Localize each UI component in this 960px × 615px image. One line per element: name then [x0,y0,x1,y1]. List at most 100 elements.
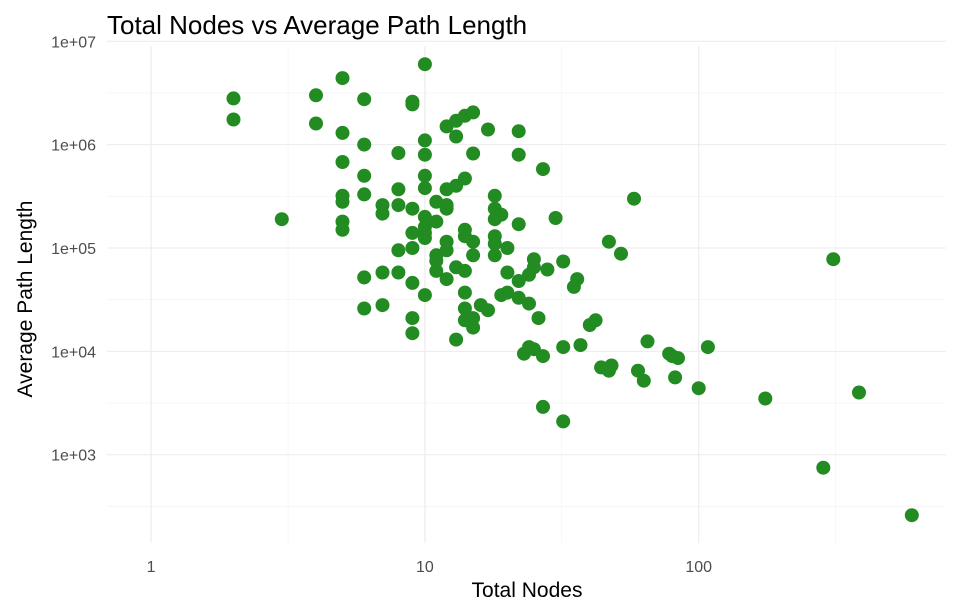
data-point [429,214,444,229]
data-point [548,211,563,225]
data-point [816,460,831,475]
data-point [668,370,683,385]
x-tick-label: 1 [147,559,156,576]
data-points [226,57,919,523]
data-point [536,349,550,364]
data-point [457,285,472,300]
data-point [511,147,526,162]
data-point [391,146,406,160]
data-point [640,334,655,349]
data-point [700,340,715,355]
x-tick-label: 10 [416,559,434,576]
y-tick-label: 1e+05 [51,241,96,258]
data-point [417,181,432,196]
y-tick-label: 1e+04 [51,344,96,361]
data-point [511,290,526,305]
data-point [573,338,588,353]
data-point [417,288,432,303]
x-axis-ticks: 1 10 100 [147,559,713,576]
data-point [604,358,619,373]
data-point [335,222,350,237]
data-point [335,194,350,209]
data-point [556,414,571,429]
data-point [526,260,541,275]
data-point [904,508,919,523]
data-point [449,129,464,144]
data-point [826,252,841,267]
data-point [417,209,432,224]
data-point [511,124,526,139]
data-point [417,231,432,245]
data-point [405,97,420,112]
x-tick-label: 100 [685,559,712,576]
data-point [852,385,866,400]
data-point [636,373,651,388]
data-point [481,122,495,137]
chart-title: Total Nodes vs Average Path Length [107,10,527,40]
data-point [357,270,372,285]
data-point [309,116,323,131]
data-point [391,182,406,197]
data-point [226,91,241,106]
data-point [691,381,706,396]
x-axis-title: Total Nodes [472,579,583,602]
data-point [627,191,641,206]
data-point [500,241,515,255]
data-point [481,303,495,318]
data-point [439,272,454,287]
data-point [405,201,420,216]
data-point [417,147,432,162]
y-tick-label: 1e+07 [51,34,96,51]
data-point [357,301,372,316]
data-point [449,332,464,347]
data-point [457,171,472,186]
data-point [466,234,481,249]
data-point [357,137,372,152]
data-point [274,212,289,227]
data-point [405,326,420,341]
data-point [457,263,472,278]
data-point [556,340,571,355]
y-axis-title: Average Path Length [14,201,37,398]
data-point [375,265,390,280]
data-point [540,262,555,277]
data-point [405,241,420,255]
data-point [614,246,628,261]
data-point [466,320,481,335]
data-point [500,265,515,280]
data-point [457,301,472,316]
data-point [487,188,502,203]
y-tick-label: 1e+06 [51,138,96,155]
data-point [531,311,546,326]
data-point [391,243,406,258]
data-point [357,168,372,183]
data-point [417,168,432,183]
data-point [429,263,444,278]
data-point [391,198,406,213]
data-point [405,275,420,290]
data-point [522,296,536,311]
data-point [439,201,454,216]
data-point [417,133,432,148]
data-point [487,248,502,263]
data-point [417,57,432,72]
data-point [429,253,444,268]
data-point [511,217,526,232]
data-point [391,265,406,280]
data-point [511,274,526,288]
data-point [405,311,420,326]
y-axis-ticks: 1e+03 1e+04 1e+05 1e+06 1e+07 [51,34,96,464]
data-point [536,399,550,414]
data-point [536,162,550,177]
data-point [335,71,350,86]
data-point [309,88,323,103]
data-point [335,125,350,140]
data-point [466,248,481,263]
data-point [466,105,481,120]
data-point [570,272,585,287]
data-point [671,351,685,366]
data-point [357,92,372,107]
data-point [466,146,481,161]
data-point [335,155,350,169]
